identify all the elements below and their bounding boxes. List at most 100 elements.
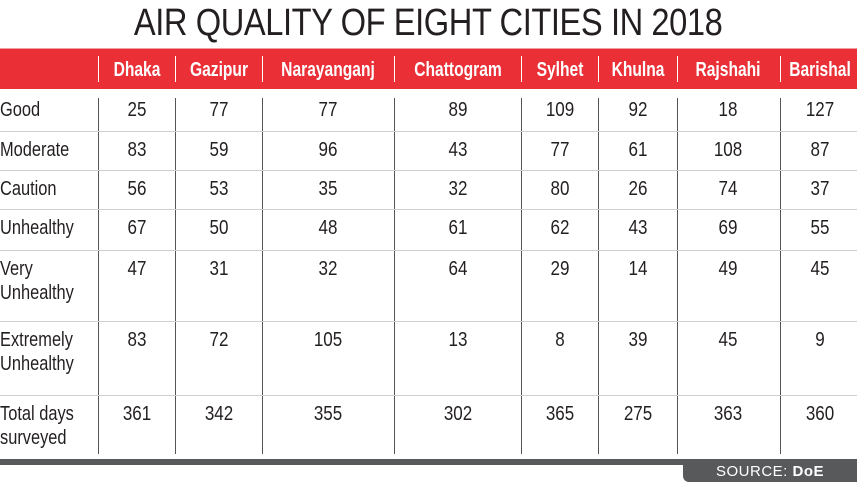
column-header-narayanganj: Narayanganj	[281, 59, 375, 81]
table-cell: 56	[127, 178, 147, 200]
row-divider	[0, 250, 857, 251]
table-cell: 32	[318, 258, 338, 280]
table-cell: 53	[209, 178, 229, 200]
row-label-line: Good	[0, 99, 41, 121]
row-label-line: Total days	[0, 403, 74, 425]
column-header-sylhet: Sylhet	[536, 59, 584, 81]
table-cell: 25	[127, 99, 147, 121]
table-cell: 342	[204, 403, 234, 425]
row-label-line: Unhealthy	[0, 282, 74, 304]
table-cell: 83	[127, 139, 147, 161]
column-divider	[98, 98, 99, 454]
column-divider	[780, 98, 781, 454]
table-cell: 77	[550, 139, 570, 161]
row-divider	[0, 321, 857, 322]
header-divider	[521, 56, 522, 82]
table-cell: 302	[443, 403, 473, 425]
column-header-chattogram: Chattogram	[414, 59, 502, 81]
column-divider	[394, 98, 395, 454]
table-cell: 35	[318, 178, 338, 200]
header-divider	[175, 56, 176, 82]
row-divider	[0, 395, 857, 396]
table-cell: 26	[628, 178, 648, 200]
table-cell: 108	[713, 139, 743, 161]
source-note: SOURCE: DoE	[683, 462, 857, 482]
table-cell: 49	[718, 258, 738, 280]
table-cell: 8	[555, 329, 565, 351]
row-divider	[0, 170, 857, 171]
table-cell: 62	[550, 217, 570, 239]
table-cell: 18	[718, 99, 738, 121]
row-label: Extremely Unhealthy	[0, 328, 74, 376]
row-divider	[0, 131, 857, 132]
row-label: Very Unhealthy	[0, 257, 74, 305]
table-cell: 361	[122, 403, 152, 425]
row-divider	[0, 209, 857, 210]
row-label: Moderate	[0, 138, 69, 162]
header-divider	[677, 56, 678, 82]
header-divider	[98, 56, 99, 82]
table-cell: 47	[127, 258, 147, 280]
column-header-rajshahi: Rajshahi	[695, 59, 761, 81]
table-cell: 31	[209, 258, 229, 280]
table-cell: 55	[810, 217, 830, 239]
table-cell: 83	[127, 329, 147, 351]
header-divider	[780, 56, 781, 82]
table-cell: 43	[628, 217, 648, 239]
column-divider	[262, 98, 263, 454]
column-header-khulna: Khulna	[611, 59, 665, 81]
column-header-barishal: Barishal	[789, 59, 851, 81]
column-divider	[521, 98, 522, 454]
header-divider	[598, 56, 599, 82]
table-cell: 37	[810, 178, 830, 200]
table-cell: 89	[448, 99, 468, 121]
column-header-gazipur: Gazipur	[189, 59, 249, 81]
table-cell: 59	[209, 139, 229, 161]
row-label-line: Extremely	[0, 329, 73, 351]
table-cell: 72	[209, 329, 229, 351]
table-cell: 43	[448, 139, 468, 161]
table-cell: 74	[718, 178, 738, 200]
header-divider	[394, 56, 395, 82]
row-label-line: Unhealthy	[0, 217, 74, 239]
table-cell: 77	[318, 99, 338, 121]
row-label-line: Moderate	[0, 139, 70, 161]
table-cell: 69	[718, 217, 738, 239]
table-cell: 105	[313, 329, 343, 351]
table-cell: 80	[550, 178, 570, 200]
table-cell: 127	[805, 99, 835, 121]
table-cell: 109	[545, 99, 575, 121]
table-cell: 45	[810, 258, 830, 280]
table-cell: 61	[628, 139, 648, 161]
row-label-line: Unhealthy	[0, 353, 74, 375]
table-cell: 32	[448, 178, 468, 200]
table-cell: 64	[448, 258, 468, 280]
table-cell: 365	[545, 403, 575, 425]
table-cell: 45	[718, 329, 738, 351]
row-label-line: surveyed	[0, 427, 67, 449]
table-cell: 67	[127, 217, 147, 239]
column-divider	[598, 98, 599, 454]
chart-title: AIR QUALITY OF EIGHT CITIES IN 2018	[134, 2, 723, 44]
table-cell: 92	[628, 99, 648, 121]
table-cell: 87	[810, 139, 830, 161]
table-cell: 48	[318, 217, 338, 239]
column-divider	[175, 98, 176, 454]
table-cell: 77	[209, 99, 229, 121]
row-label: Total days surveyed	[0, 402, 74, 450]
header-divider	[262, 56, 263, 82]
row-label: Good	[0, 98, 40, 122]
table-cell: 29	[550, 258, 570, 280]
table-cell: 360	[805, 403, 835, 425]
table-cell: 363	[713, 403, 743, 425]
table-cell: 9	[815, 329, 825, 351]
footer-bar	[0, 459, 857, 465]
table-cell: 275	[623, 403, 653, 425]
table-cell: 355	[313, 403, 343, 425]
table-cell: 13	[448, 329, 468, 351]
column-divider	[677, 98, 678, 454]
row-label: Caution	[0, 177, 57, 201]
table-cell: 61	[448, 217, 468, 239]
column-header-dhaka: Dhaka	[113, 59, 161, 81]
row-label-line: Very	[0, 258, 33, 280]
